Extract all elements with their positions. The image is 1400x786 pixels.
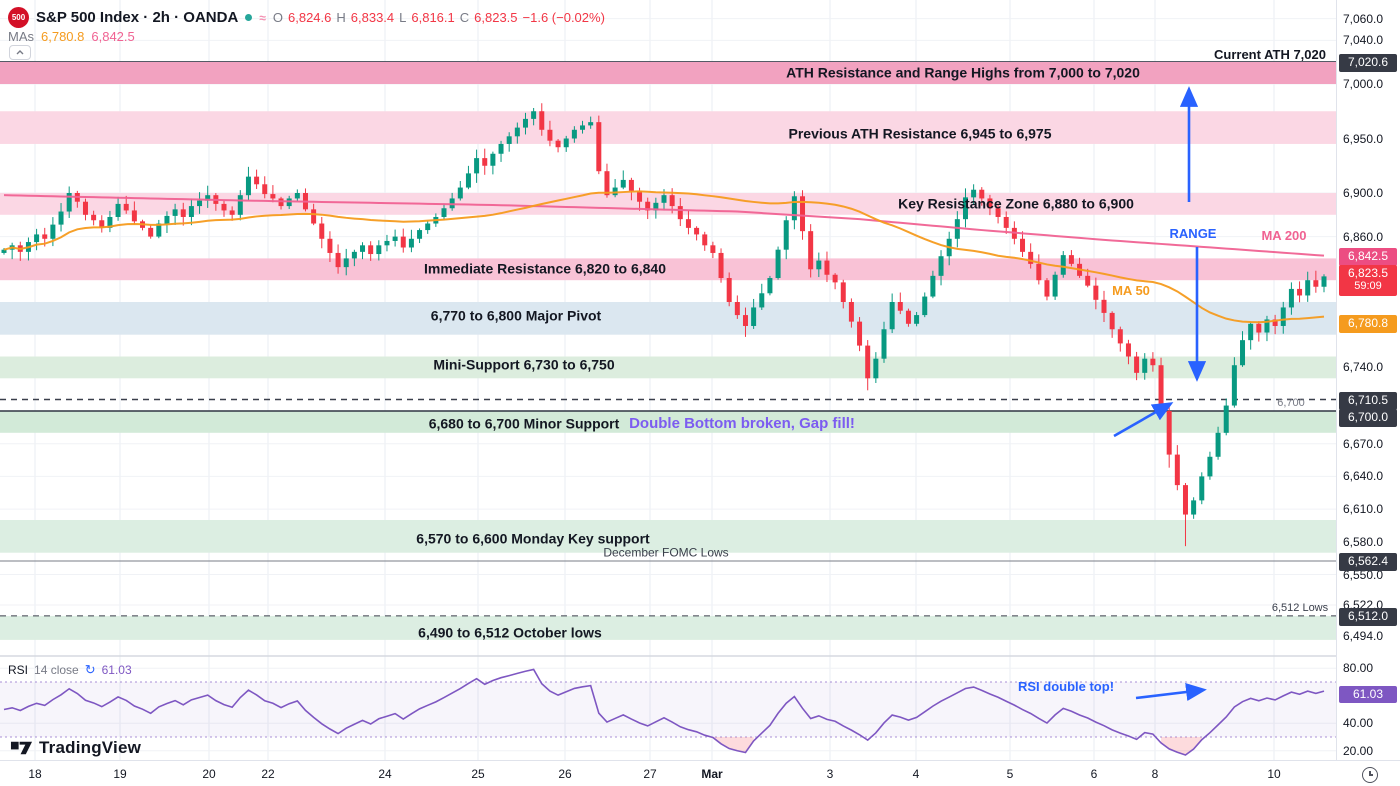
time-axis-label: 18: [28, 767, 42, 781]
price-axis-label: 7,000.0: [1343, 77, 1384, 91]
time-axis-label: 22: [261, 767, 275, 781]
arrow[interactable]: [1135, 682, 1207, 702]
close-label: C: [459, 10, 470, 25]
ma50-line[interactable]: [3, 190, 1325, 324]
price-axis-label: 6,580.0: [1343, 534, 1384, 549]
price-axis-label: 6,740.0: [1343, 360, 1384, 375]
pane-collapse-button[interactable]: [9, 45, 31, 60]
high-label: H: [336, 10, 346, 25]
current-price-badge: 6,823.5 59:09: [1339, 264, 1397, 296]
open-label: O: [272, 10, 283, 25]
low-label: L: [399, 10, 407, 25]
rsi-axis-label: 20.00: [1343, 743, 1374, 758]
open-value: 6,824.6: [288, 10, 332, 25]
rsi-indicator-legend[interactable]: RSI 14 close ↻ 61.03: [8, 662, 132, 678]
symbol-logo: 500: [8, 7, 29, 28]
price-axis-label: 7,040.0: [1343, 33, 1384, 48]
arrow[interactable]: [1113, 402, 1174, 438]
rsi-title[interactable]: RSI: [8, 663, 29, 677]
time-axis-label: 6: [1090, 767, 1098, 781]
zone-band[interactable]: [0, 615, 1336, 640]
chart-legend: 500 S&P 500 Index · 2h · OANDA ≈ O 6,824.…: [8, 7, 605, 28]
rsi-params: 14 close: [34, 663, 79, 677]
zone-band[interactable]: [0, 111, 1336, 144]
tradingview-logo-text: TradingView: [39, 737, 142, 757]
time-axis-label: 19: [113, 767, 127, 781]
tradingview-logo-icon: [10, 741, 33, 755]
time-axis-label: 5: [1006, 767, 1014, 781]
price-level-badge: 6,780.8: [1339, 314, 1397, 333]
chevron-up-icon: [16, 50, 24, 55]
price-axis-label: 6,610.0: [1343, 502, 1384, 517]
low-value: 6,816.1: [411, 10, 455, 25]
mas-label: MAs: [8, 29, 34, 44]
time-axis[interactable]: 18 19 20 22 24 25 26 27 Mar 3 4 5 6 8 10: [0, 760, 1400, 786]
price-axis-label: 6,550.0: [1343, 567, 1384, 582]
time-axis-label: 10: [1267, 767, 1281, 781]
rsi-value: 61.03: [101, 663, 132, 677]
price-axis-label: 6,900.0: [1343, 186, 1384, 200]
bar-countdown: 59:09: [1354, 280, 1382, 293]
zone-band[interactable]: [0, 411, 1336, 433]
time-axis-label: 8: [1151, 767, 1159, 781]
time-axis-label: 26: [558, 767, 572, 781]
price-axis[interactable]: 7,060.0 7,040.0 7,000.0 6,950.0 6,900.0 6,860…: [1336, 0, 1400, 786]
ma-legend: MAs 6,780.8 6,842.5: [8, 29, 135, 44]
time-axis-label: Mar: [701, 767, 723, 781]
price-level-badge: 6,700.0: [1339, 408, 1397, 427]
market-status-icon: [245, 14, 253, 21]
time-axis-label: 25: [471, 767, 485, 781]
refresh-icon[interactable]: ↻: [84, 662, 96, 677]
price-axis-label: 6,950.0: [1343, 131, 1384, 146]
price-axis-label: 6,860.0: [1343, 229, 1384, 244]
ohlc-values: O 6,824.6 H 6,833.4 L 6,816.1 C 6,823.5 −1.6…: [273, 10, 605, 25]
zone-band[interactable]: [0, 258, 1336, 281]
zone-band[interactable]: [0, 356, 1336, 379]
zone-band[interactable]: [0, 61, 1336, 84]
zone-band[interactable]: [0, 520, 1336, 553]
indicator-flag-icon: ≈: [259, 10, 266, 25]
level-lines[interactable]: [0, 61, 1336, 617]
close-value: 6,823.5: [474, 10, 518, 25]
time-axis-label: 27: [643, 767, 657, 781]
symbol-title[interactable]: S&P 500 Index · 2h · OANDA: [36, 9, 239, 26]
ma200-line[interactable]: [3, 194, 1325, 257]
change-value: −1.6 (−0.02%): [522, 10, 605, 25]
rsi-axis-label: 40.00: [1343, 716, 1374, 731]
time-axis-label: 4: [912, 767, 920, 781]
price-axis-label: 7,060.0: [1343, 11, 1384, 26]
price-level-badge: 6,512.0: [1339, 607, 1397, 626]
price-axis-label: 6,670.0: [1343, 436, 1384, 451]
price-axis-label: 6,640.0: [1343, 469, 1384, 484]
high-value: 6,833.4: [350, 10, 395, 25]
price-zones: [0, 61, 1336, 640]
ma50-value: 6,780.8: [41, 29, 85, 44]
tradingview-logo[interactable]: TradingView: [10, 736, 141, 759]
rsi-axis-label: 80.00: [1343, 661, 1374, 676]
time-axis-label: 24: [378, 767, 392, 781]
price-level-badge: 6,842.5: [1339, 247, 1397, 266]
price-level-badge: 7,020.6: [1339, 53, 1397, 72]
time-axis-label: 3: [826, 767, 834, 781]
zone-band[interactable]: [0, 302, 1336, 335]
rsi-value-badge: 61.03: [1339, 686, 1397, 703]
rsi-line[interactable]: [3, 668, 1325, 756]
arrow-annotations[interactable]: [1113, 86, 1207, 702]
rsi-oversold-area: [712, 737, 754, 753]
time-axis-label: 20: [202, 767, 216, 781]
price-level-badge: 6,710.5: [1339, 391, 1397, 410]
clock-icon[interactable]: [1362, 767, 1378, 783]
candles[interactable]: [1, 103, 1327, 547]
price-level-badge: 6,562.4: [1339, 552, 1397, 571]
rsi-band: [0, 682, 1336, 737]
zone-band[interactable]: [0, 193, 1336, 215]
ma200-value: 6,842.5: [91, 29, 135, 44]
price-axis-label: 6,494.0: [1343, 628, 1384, 643]
